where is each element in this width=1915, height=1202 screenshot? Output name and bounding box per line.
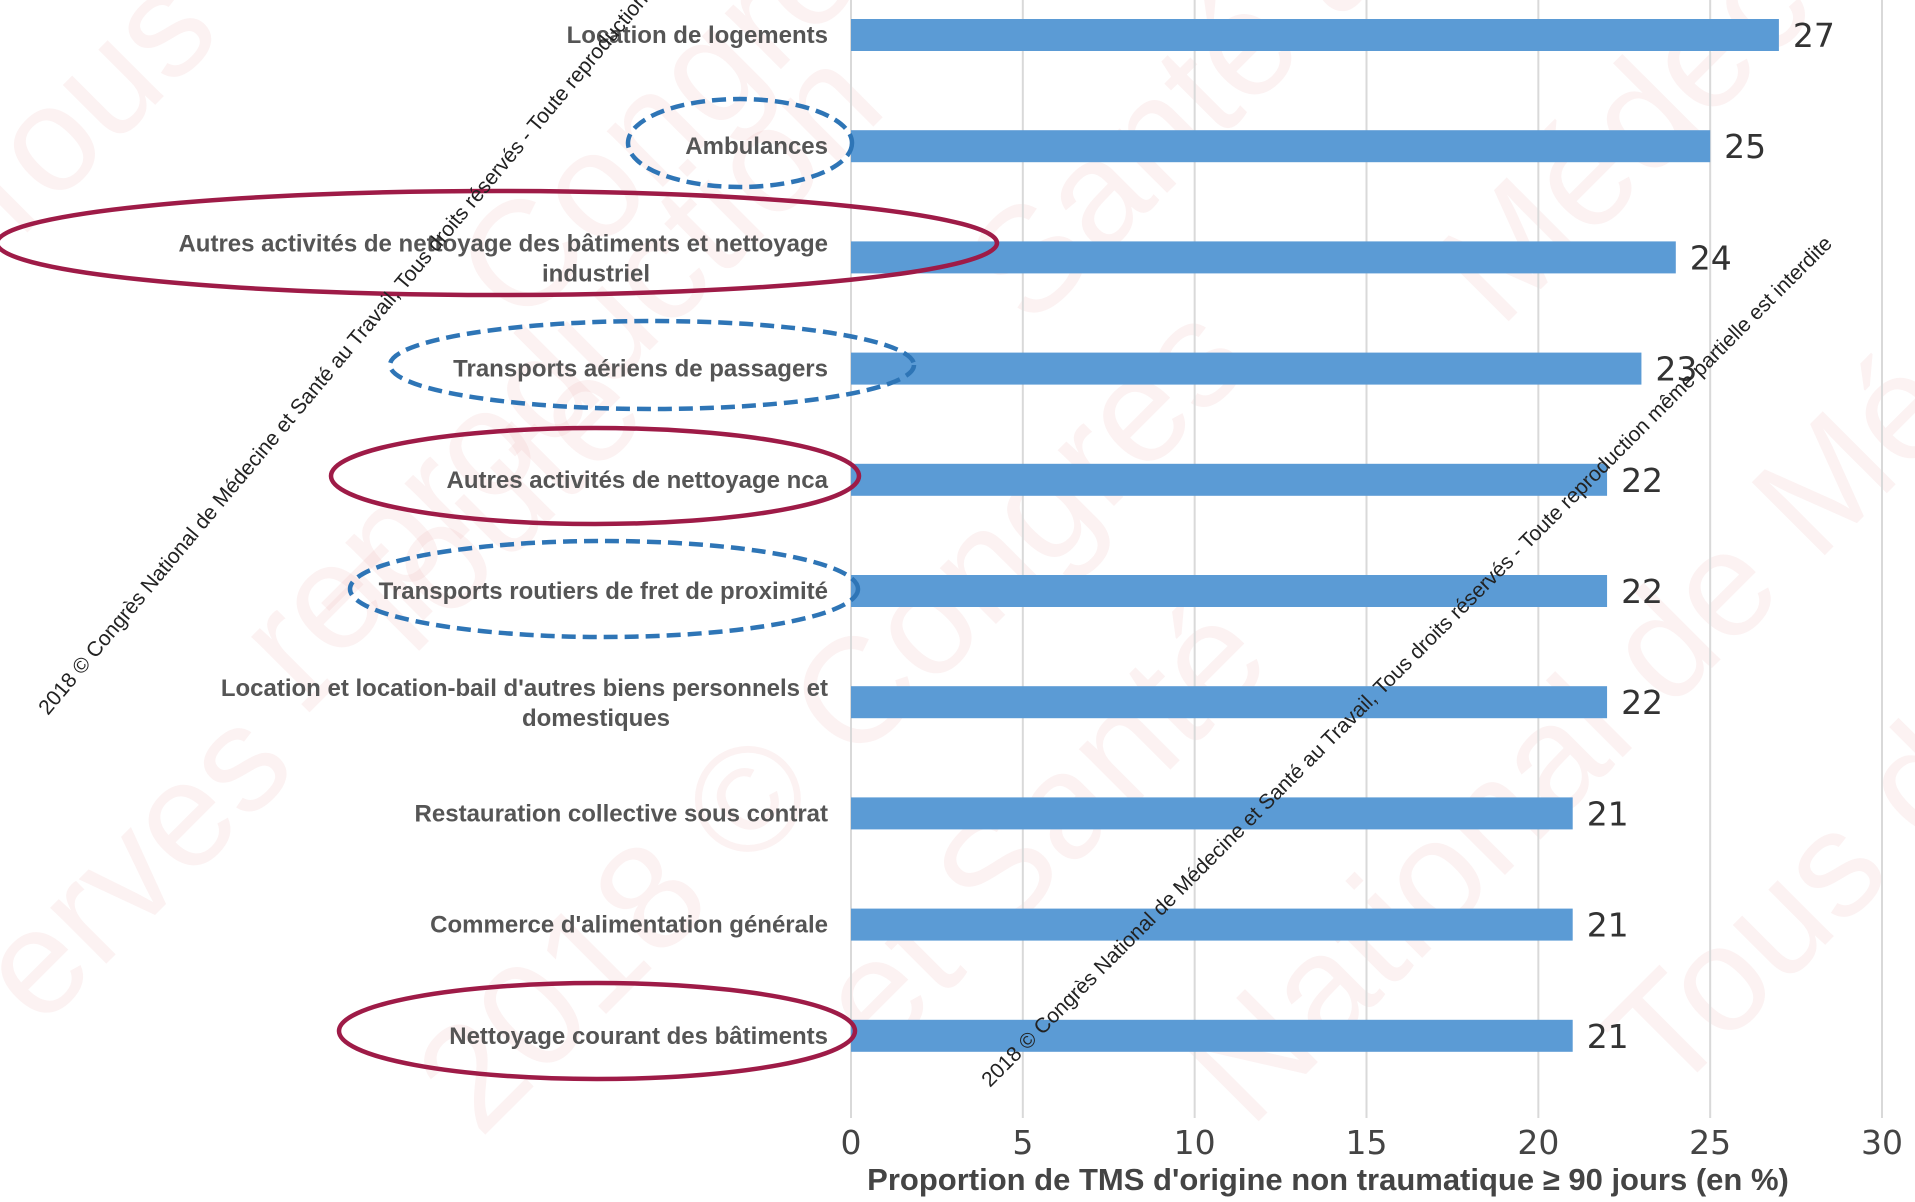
tick-label: 20	[1517, 1123, 1559, 1162]
bar	[851, 463, 1608, 496]
tick-label: 5	[1012, 1123, 1033, 1162]
cleaning-highlight-oval	[336, 980, 858, 1082]
x-axis-ticks: 0 5 10 15 20 25 30	[841, 1123, 1904, 1162]
value-label: 21	[1587, 1017, 1629, 1056]
tick-label: 25	[1689, 1123, 1731, 1162]
bar	[851, 797, 1573, 830]
category-label: Transports aériens de passagers	[453, 356, 828, 383]
category-label: Transports routiers de fret de proximité	[379, 578, 828, 605]
value-label: 24	[1690, 238, 1732, 277]
value-label: 23	[1655, 350, 1697, 389]
category-label: Autres activités de nettoyage des bâtime…	[178, 230, 828, 287]
category-label: Restauration collective sous contrat	[415, 800, 828, 827]
value-label: 21	[1587, 906, 1629, 945]
bar	[851, 241, 1676, 274]
bar	[851, 575, 1608, 607]
bar	[851, 908, 1573, 941]
bar	[851, 686, 1608, 719]
transport-highlight-oval	[387, 318, 917, 412]
category-label: Location et location-bail d'autres biens…	[221, 675, 828, 732]
x-axis-title: Proportion de TMS d'origine non traumati…	[867, 1162, 1789, 1197]
value-label: 27	[1793, 16, 1835, 55]
bars	[851, 19, 1779, 1052]
value-label: 22	[1621, 461, 1663, 500]
category-label: Nettoyage courant des bâtiments	[449, 1023, 828, 1050]
value-label: 22	[1621, 683, 1663, 722]
value-label: 25	[1724, 127, 1766, 166]
bar	[851, 19, 1779, 51]
category-label: Ambulances	[685, 133, 828, 160]
value-labels: 27 25 24 23 22 22 22 21 21 21	[1587, 16, 1835, 1056]
tick-label: 10	[1174, 1123, 1216, 1162]
highlight-ovals	[0, 96, 1000, 1082]
cleaning-highlight-oval	[328, 425, 862, 527]
tick-label: 15	[1346, 1123, 1388, 1162]
value-label: 21	[1587, 794, 1629, 833]
category-label: Location de logements	[567, 22, 828, 49]
tick-label: 30	[1861, 1123, 1903, 1162]
category-labels: Location de logements Ambulances Autres ac…	[178, 22, 828, 1050]
value-label: 22	[1621, 572, 1663, 611]
transport-highlight-oval	[625, 96, 855, 190]
cleaning-highlight-oval	[0, 188, 1000, 298]
bar	[851, 130, 1711, 163]
category-label: Autres activités de nettoyage nca	[447, 467, 829, 494]
bar	[851, 352, 1642, 385]
bar	[851, 1019, 1573, 1052]
transport-highlight-oval	[347, 538, 861, 640]
category-label: Commerce d'alimentation générale	[430, 912, 828, 939]
tick-label: 0	[841, 1123, 862, 1162]
